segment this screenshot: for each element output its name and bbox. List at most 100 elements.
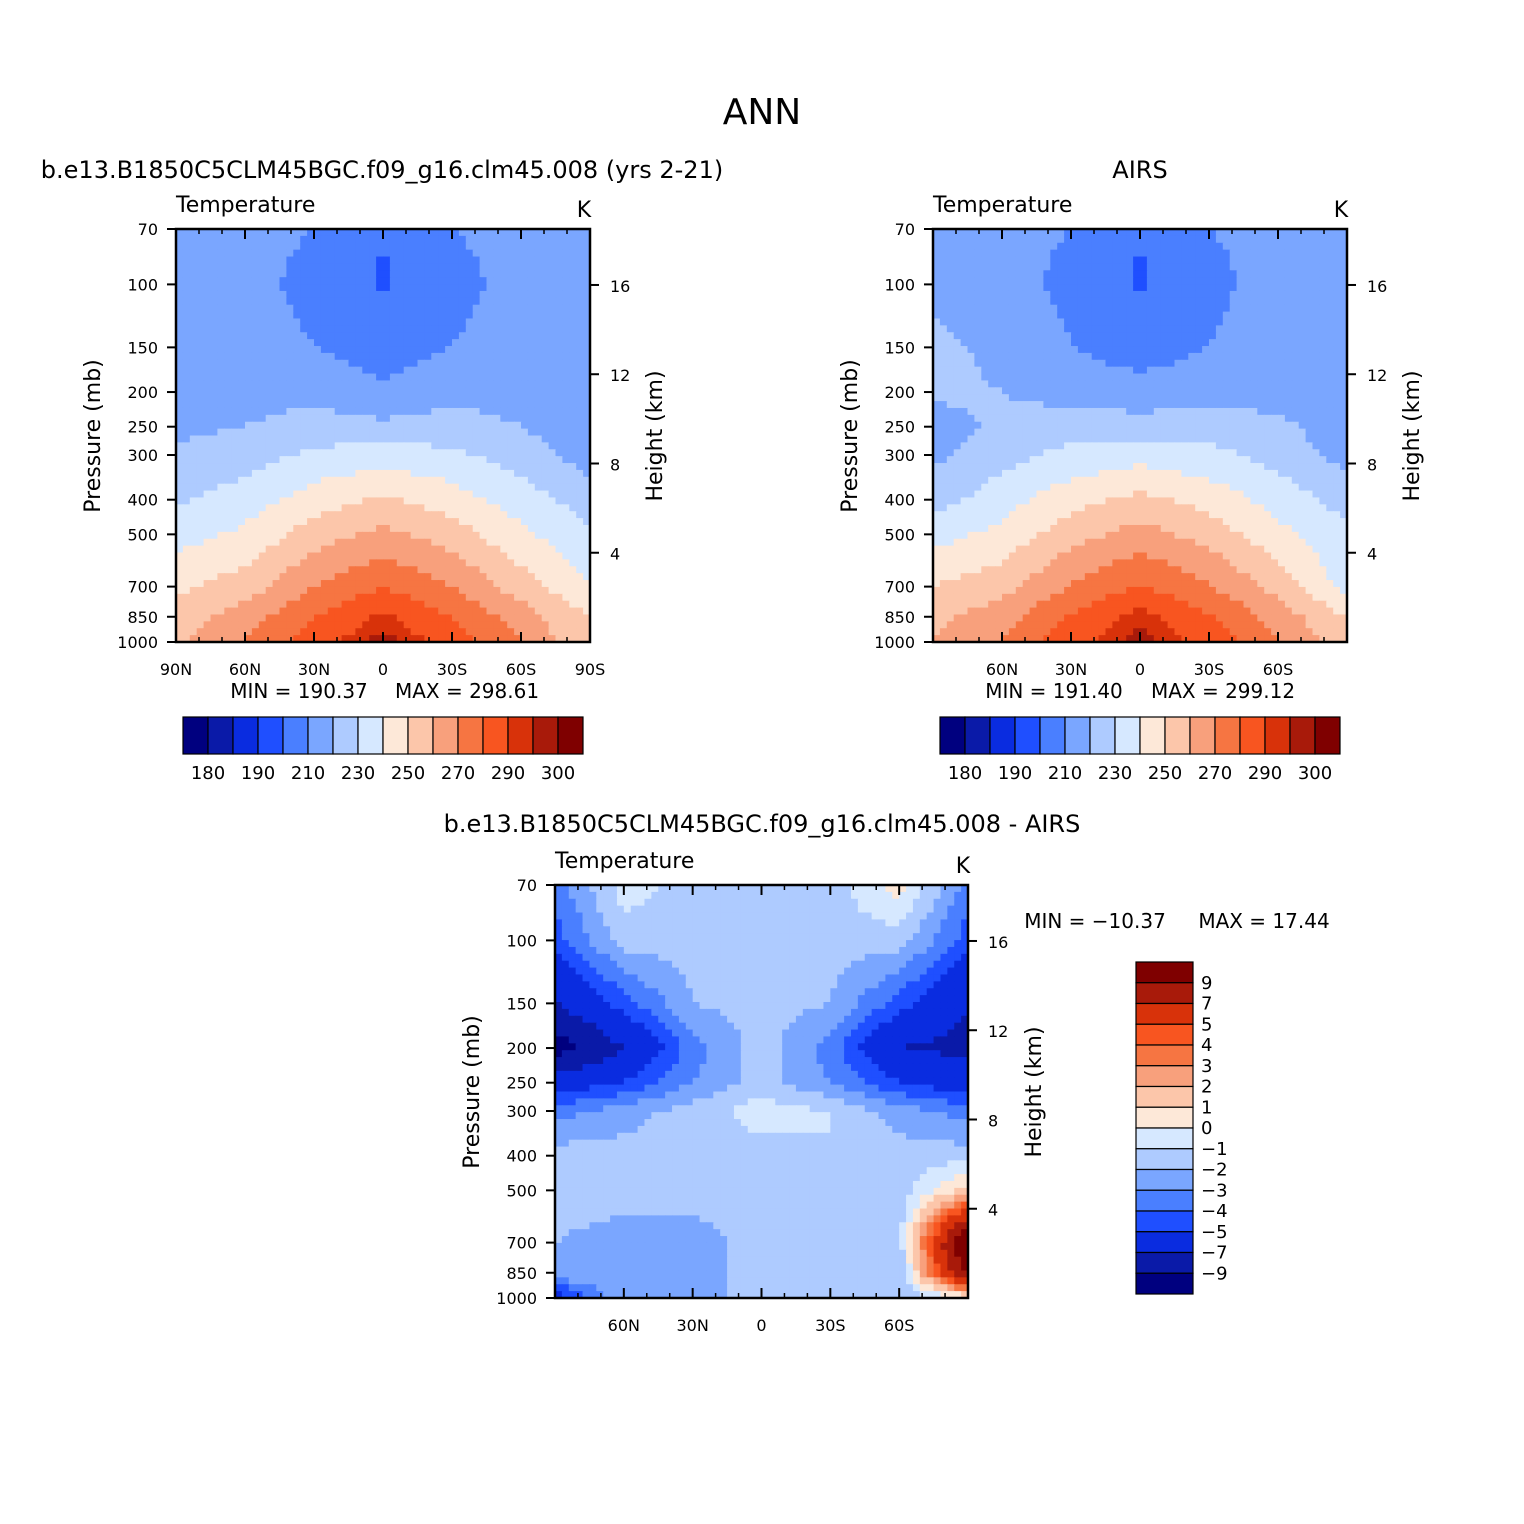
contour-cell [369,600,377,609]
contour-cell [953,359,962,368]
contour-cell [272,270,281,278]
contour-cell [314,339,322,347]
contour-cell [583,531,591,540]
contour-cell [286,263,294,271]
contour-cell [383,332,391,340]
contour-cell [307,456,315,464]
contour-cell [527,483,536,492]
contour-cell [196,469,205,478]
contour-cell [238,277,246,285]
contour-cell [1064,366,1072,375]
contour-cell [314,449,322,457]
contour-cell [369,229,377,237]
contour-cell [355,511,363,519]
contour-cell [217,318,225,326]
contour-cell [383,442,391,450]
contour-cell [238,511,246,519]
contour-cell [300,456,308,464]
contour-cell [376,256,384,265]
contour-cell [265,524,274,533]
contour-cell [569,359,577,368]
colorbar: 180 190 210 230 250 270 290 300 [182,716,584,784]
contour-cell [479,545,488,554]
contour-cell [452,635,460,643]
contour-cell [521,497,529,505]
contour-cell [217,600,225,609]
contour-cell [1215,339,1224,347]
contour-cell [314,304,322,313]
contour-cell [403,635,412,643]
contour-cell [217,463,225,471]
contour-cell [527,270,536,278]
contour-cell [1036,297,1044,306]
contour-cell [272,483,281,492]
contour-cell [327,428,336,437]
contour-cell [403,290,412,299]
contour-cell [327,387,336,395]
contour-cell [493,387,501,395]
contour-cell [410,401,419,409]
contour-cell [314,394,322,402]
contour-cell [355,628,363,636]
contour-cell [521,263,529,271]
contour-cell [348,304,356,313]
contour-cell [500,483,508,492]
contour-cell [981,277,989,285]
contour-cell [314,614,322,622]
contour-cell [410,325,419,333]
contour-cell [583,621,591,629]
contour-cell [493,318,501,326]
contour-cell [182,586,191,595]
contour-cell [1257,318,1265,326]
contour-cell [231,559,239,567]
contour-cell [189,284,198,292]
contour-cell [383,407,391,416]
contour-cell [1229,277,1238,285]
contour-cell [396,387,405,395]
contour-cell [320,511,329,519]
contour-cell [1271,256,1279,265]
contour-cell [334,552,343,560]
contour-cell [458,332,467,340]
contour-cell [555,524,563,533]
contour-cell [176,318,184,326]
contour-cell [472,442,481,450]
contour-cell [376,518,384,526]
contour-cell [1091,352,1100,361]
contour-cell [341,511,350,519]
contour-cell [424,297,432,306]
contour-cell [251,421,260,430]
contour-cell [396,346,405,354]
contour-cell [438,277,446,285]
contour-cell [988,304,996,313]
contour-cell [569,297,577,306]
contour-cell [348,524,356,533]
contour-cell [396,263,405,271]
contour-cell [307,593,315,602]
contour-cell [182,242,191,251]
contour-cell [1022,346,1031,354]
contour-cell [548,242,557,251]
contour-cell [376,456,384,464]
contour-cell [431,229,439,237]
contour-cell [369,614,377,622]
contour-cell [238,352,246,361]
contour-cell [355,394,363,402]
contour-cell [1043,332,1051,340]
contour-cell [307,586,315,595]
contour-cell [1195,339,1203,347]
contour-cell [265,449,274,457]
contour-cell [1015,352,1024,361]
contour-cell [514,366,522,375]
contour-cell [995,332,1003,340]
contour-cell [383,352,391,361]
contour-cell [555,373,563,382]
contour-cell [534,346,543,354]
contour-cell [389,277,398,285]
contour-cell [355,621,363,629]
contour-cell [189,407,198,416]
contour-cell [1050,297,1058,306]
contour-cell [527,242,536,251]
contour-cell [224,635,232,643]
contour-cell [403,600,412,609]
